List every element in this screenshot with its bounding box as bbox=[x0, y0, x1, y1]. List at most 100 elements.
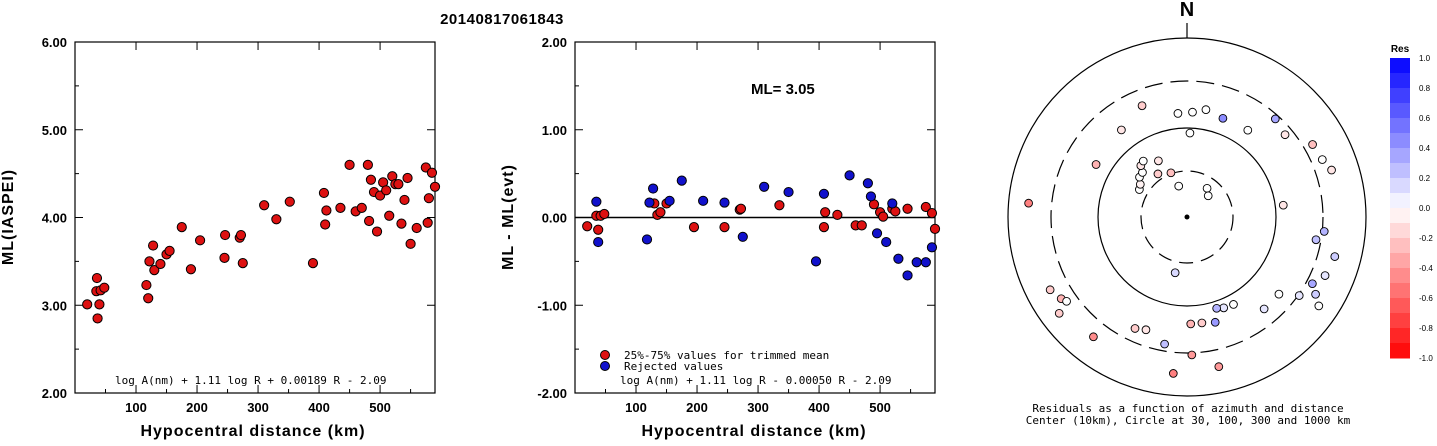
left-points bbox=[82, 159, 441, 324]
data-point bbox=[664, 195, 675, 206]
colorbar-title: Res bbox=[1391, 44, 1410, 55]
station-point bbox=[1166, 168, 1176, 178]
data-point bbox=[144, 256, 155, 267]
data-point bbox=[902, 203, 913, 214]
data-point bbox=[99, 282, 110, 293]
station-point bbox=[1187, 350, 1197, 360]
data-point bbox=[911, 257, 922, 268]
left-plot-frame bbox=[74, 41, 436, 394]
colorbar-cell bbox=[1390, 58, 1410, 74]
data-point bbox=[405, 238, 416, 249]
colorbar-tick-label: 0.8 bbox=[1419, 84, 1431, 93]
colorbar-cell bbox=[1390, 223, 1410, 239]
data-point bbox=[381, 185, 392, 196]
data-point bbox=[820, 207, 831, 218]
data-point bbox=[856, 220, 867, 231]
station-point bbox=[1202, 183, 1212, 193]
station-point bbox=[1330, 252, 1340, 261]
data-point bbox=[271, 214, 282, 225]
middle-ylabel: ML - ML(evt) bbox=[500, 164, 517, 270]
station-point bbox=[1141, 325, 1151, 335]
legend-label-trimmed-mean: 25%-75% values for trimmed mean bbox=[624, 349, 829, 362]
left-xlabel: Hypocentral distance (km) bbox=[140, 423, 365, 440]
data-point bbox=[364, 215, 375, 227]
station-point bbox=[1212, 303, 1222, 313]
colorbar-tick-label: -0.2 bbox=[1419, 234, 1433, 243]
colorbar-cell bbox=[1390, 193, 1410, 209]
y-tick-label: 2.00 bbox=[42, 386, 67, 401]
data-point bbox=[176, 222, 187, 233]
colorbar-tick-label: -0.6 bbox=[1419, 294, 1433, 303]
station-point bbox=[1311, 235, 1321, 245]
data-point bbox=[929, 223, 941, 235]
data-point bbox=[194, 235, 206, 246]
data-point bbox=[284, 196, 295, 207]
polar-circle-100km bbox=[1097, 127, 1277, 307]
station-point bbox=[1314, 301, 1324, 311]
middle-scatter-panel: 100 200 300 400 500 -2.00 -1.00 0.00 1.00 2.00 ML… bbox=[500, 35, 941, 440]
station-point bbox=[1153, 169, 1163, 179]
colorbar-tick-label: -1.0 bbox=[1419, 354, 1433, 363]
colorbar-cell bbox=[1390, 313, 1410, 329]
x-tick-label: 100 bbox=[125, 400, 147, 415]
colorbar-tick-label: 0.4 bbox=[1419, 144, 1431, 153]
data-point bbox=[259, 200, 270, 211]
data-point bbox=[155, 258, 166, 270]
data-point bbox=[648, 183, 659, 194]
station-point bbox=[1135, 179, 1145, 189]
x-tick-label: 400 bbox=[308, 400, 330, 415]
data-point bbox=[429, 181, 441, 192]
data-point bbox=[862, 178, 873, 189]
colorbar-tick-label: 0.0 bbox=[1419, 204, 1431, 213]
y-tick-label: 2.00 bbox=[542, 35, 567, 50]
data-point bbox=[411, 222, 422, 234]
data-point bbox=[423, 193, 434, 204]
station-point bbox=[1203, 191, 1213, 201]
data-point bbox=[396, 218, 407, 229]
colorbar-cell bbox=[1390, 133, 1410, 149]
station-point bbox=[1170, 268, 1180, 278]
legend-marker-trimmed-mean bbox=[600, 350, 610, 360]
station-point bbox=[1229, 300, 1238, 309]
y-tick-label: 3.00 bbox=[42, 298, 67, 313]
station-point bbox=[1327, 165, 1336, 175]
data-point bbox=[810, 256, 822, 267]
data-point bbox=[321, 205, 332, 216]
data-point bbox=[735, 203, 747, 214]
data-point bbox=[774, 200, 785, 211]
data-point bbox=[599, 208, 610, 220]
data-point bbox=[644, 197, 655, 208]
data-point bbox=[893, 253, 904, 264]
colorbar-cell bbox=[1390, 103, 1410, 119]
data-point bbox=[719, 222, 730, 233]
data-point bbox=[688, 222, 700, 233]
polar-circle-300km bbox=[1050, 80, 1324, 354]
station-point bbox=[1317, 155, 1327, 164]
data-point bbox=[393, 179, 404, 190]
left-ylabel: ML(IASPEI) bbox=[0, 169, 17, 265]
legend-label-rejected: Rejected values bbox=[624, 360, 723, 373]
colorbar-cell bbox=[1390, 148, 1410, 164]
polar-residual-panel: N Residuals as a function of azimuth and… bbox=[1007, 0, 1367, 427]
colorbar-tick-label: 1.0 bbox=[1419, 54, 1431, 63]
station-point bbox=[1308, 279, 1317, 289]
data-point bbox=[698, 195, 709, 206]
data-point bbox=[676, 175, 687, 186]
data-point bbox=[92, 313, 103, 324]
station-point bbox=[1308, 140, 1317, 149]
colorbar-cell bbox=[1390, 328, 1410, 344]
middle-ticks: 100 200 300 400 500 -2.00 -1.00 0.00 1.00 2.00 bbox=[537, 35, 935, 415]
x-tick-label: 400 bbox=[808, 400, 830, 415]
colorbar-cell bbox=[1390, 73, 1410, 89]
station-point bbox=[1137, 101, 1147, 111]
data-point bbox=[719, 197, 730, 208]
x-tick-label: 300 bbox=[247, 400, 269, 415]
y-tick-label: -1.00 bbox=[537, 298, 567, 313]
colorbar-cell bbox=[1390, 118, 1410, 134]
station-point bbox=[1319, 227, 1329, 236]
station-point bbox=[1188, 107, 1197, 117]
data-point bbox=[365, 174, 377, 185]
data-point bbox=[818, 188, 830, 199]
colorbar-cell bbox=[1390, 283, 1410, 299]
